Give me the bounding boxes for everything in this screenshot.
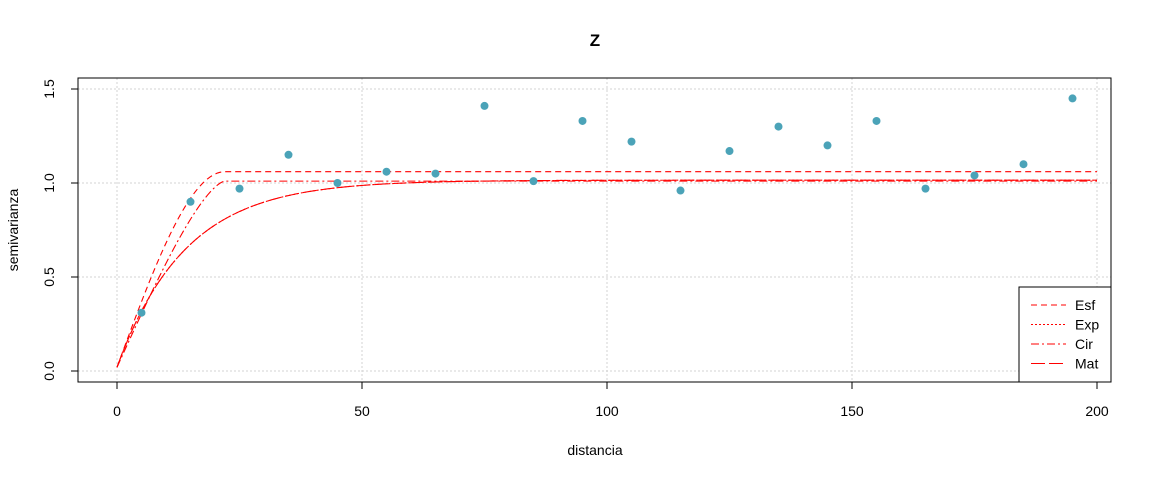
y-tick-label-1: 0.5 xyxy=(41,267,57,287)
x-axis-label: distancia xyxy=(567,442,622,458)
chart-title: Z xyxy=(590,31,600,50)
data-point-11 xyxy=(676,186,685,195)
legend-label-exp: Exp xyxy=(1075,317,1099,333)
data-point-7 xyxy=(480,101,489,110)
x-tick-label-4: 200 xyxy=(1085,403,1109,419)
model-curves xyxy=(116,171,1097,368)
data-point-6 xyxy=(431,169,440,178)
data-point-8 xyxy=(529,177,538,186)
data-point-16 xyxy=(921,184,930,193)
data-point-4 xyxy=(333,179,342,187)
y-tick-label-2: 1.0 xyxy=(41,173,57,193)
x-tick-label-0: 0 xyxy=(113,403,121,419)
grid-lines xyxy=(78,78,1111,382)
empirical-points xyxy=(137,94,1077,317)
data-point-12 xyxy=(725,147,734,156)
y-axis-label: semivarianza xyxy=(5,189,21,272)
y-tick-label-0: 0.0 xyxy=(41,361,57,381)
data-point-19 xyxy=(1068,94,1077,103)
data-point-14 xyxy=(823,141,832,150)
data-point-18 xyxy=(1019,160,1028,169)
legend: Esf Exp Cir Mat xyxy=(1018,286,1112,383)
legend-label-esf: Esf xyxy=(1075,297,1095,313)
data-point-5 xyxy=(382,167,391,176)
legend-label-cir: Cir xyxy=(1075,336,1093,352)
data-point-9 xyxy=(578,116,587,125)
plot-frame xyxy=(77,77,1112,383)
curve-esf xyxy=(116,171,1097,368)
data-point-1 xyxy=(186,197,195,206)
curve-mat xyxy=(116,179,1097,368)
curve-cir xyxy=(116,180,1097,368)
data-point-15 xyxy=(872,116,881,125)
data-point-10 xyxy=(627,137,636,146)
x-axis: 0 50 100 150 200 xyxy=(113,381,1109,419)
x-tick-label-1: 50 xyxy=(354,403,370,419)
y-tick-label-3: 1.5 xyxy=(41,79,57,99)
x-tick-label-3: 150 xyxy=(840,403,864,419)
data-point-0 xyxy=(137,308,146,317)
data-point-17 xyxy=(970,171,979,180)
data-point-13 xyxy=(774,122,783,131)
x-tick-label-2: 100 xyxy=(595,403,619,419)
legend-box xyxy=(1018,286,1112,383)
y-axis: 0.0 0.5 1.0 1.5 xyxy=(41,79,79,381)
data-point-3 xyxy=(284,150,293,159)
data-point-2 xyxy=(235,184,244,193)
legend-label-mat: Mat xyxy=(1075,356,1098,372)
